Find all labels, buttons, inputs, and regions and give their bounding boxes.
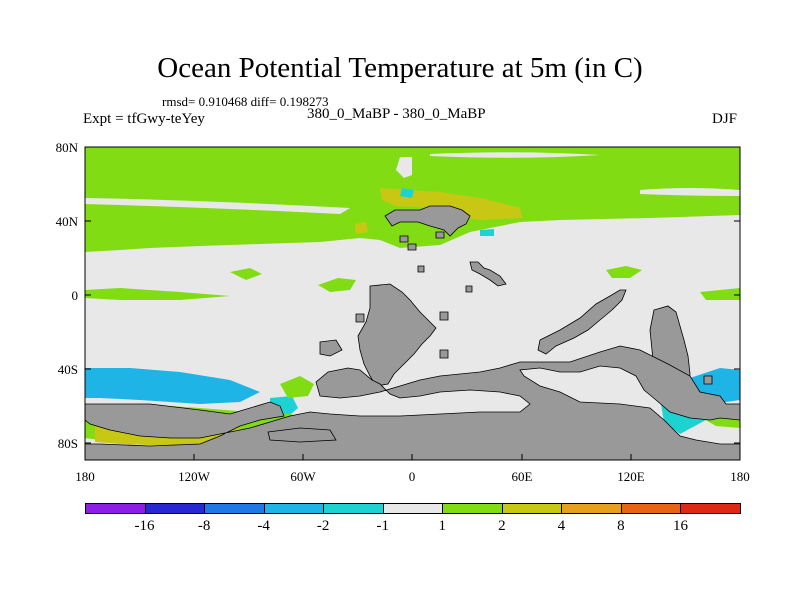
land-masses bbox=[85, 205, 740, 460]
green-patch-tropic-5 bbox=[230, 268, 262, 280]
green-region-south-2 bbox=[280, 376, 314, 398]
land-antarctica bbox=[85, 345, 740, 460]
colorbar-swatch bbox=[620, 503, 682, 514]
colorbar-label: 8 bbox=[617, 518, 625, 534]
cyan-patch-north-1 bbox=[400, 188, 414, 198]
colorbar-label: -16 bbox=[134, 518, 155, 534]
colorbar-label: -1 bbox=[376, 518, 389, 534]
land-south-america bbox=[357, 283, 437, 387]
colorbar-swatch bbox=[323, 503, 384, 514]
land-eurasia-north bbox=[384, 205, 471, 237]
land-island-6 bbox=[355, 313, 365, 323]
land-antarctic-peninsula bbox=[267, 427, 337, 443]
colorbar-swatch bbox=[442, 503, 503, 514]
y-tick-label: 40N bbox=[55, 214, 78, 229]
light-streak-2 bbox=[85, 198, 350, 214]
experiment-label: Expt = tfGwy-teYey bbox=[83, 111, 205, 127]
land-island-8 bbox=[439, 349, 449, 359]
y-tick-label: 40S bbox=[57, 362, 78, 377]
land-islands-east bbox=[703, 375, 713, 385]
light-streak-1 bbox=[430, 152, 600, 158]
colorbar-label: 1 bbox=[438, 518, 447, 534]
x-ticks bbox=[84, 454, 741, 460]
y-ticks bbox=[85, 146, 740, 444]
land-central-1 bbox=[319, 339, 343, 357]
land-southeast-asia bbox=[537, 289, 627, 355]
stats-label: rmsd= 0.910468 diff= 0.198273 bbox=[162, 94, 329, 109]
colorbar-swatch bbox=[85, 503, 146, 514]
colorbar-swatch bbox=[263, 503, 325, 514]
colorbar-label: -2 bbox=[316, 518, 330, 534]
x-tick-label: 60W bbox=[290, 469, 316, 484]
x-tick-label: 60E bbox=[511, 469, 533, 484]
season-label: DJF bbox=[712, 111, 738, 127]
light-streak-4 bbox=[640, 188, 740, 196]
colorbar-swatch bbox=[501, 503, 563, 514]
colorbar-label: 4 bbox=[557, 518, 566, 534]
colorbar-swatch bbox=[144, 503, 206, 514]
y-tick-label: 80S bbox=[57, 436, 78, 451]
light-streak-3 bbox=[396, 157, 412, 178]
green-patch-tropic-2 bbox=[318, 278, 356, 292]
x-tick-label: 180 bbox=[75, 469, 95, 484]
y-tick-label: 0 bbox=[71, 288, 79, 303]
land-island-1 bbox=[399, 235, 409, 243]
yellow-region-north-2 bbox=[355, 222, 368, 234]
colorbar-label: -8 bbox=[197, 518, 211, 534]
map-field bbox=[85, 147, 740, 460]
land-asia-strip bbox=[469, 261, 507, 287]
colorbar-swatch bbox=[680, 503, 741, 514]
land-island-2 bbox=[407, 243, 417, 251]
cyan-patch-north-2 bbox=[480, 229, 494, 236]
cyan-region-south bbox=[85, 368, 260, 404]
runs-label: 380_0_MaBP - 380_0_MaBP bbox=[307, 106, 486, 122]
y-tick-label: 80N bbox=[55, 140, 78, 155]
x-tick-label: 0 bbox=[408, 469, 416, 484]
land-island-4 bbox=[417, 265, 425, 273]
land-island-7 bbox=[439, 311, 449, 321]
colorbar-label: 2 bbox=[498, 518, 506, 534]
colorbar-swatch bbox=[561, 503, 622, 514]
colorbar-swatch bbox=[382, 503, 444, 514]
land-island-3 bbox=[435, 231, 445, 239]
green-patch-tropic-3 bbox=[606, 266, 642, 278]
colorbar-label: 16 bbox=[672, 518, 688, 534]
colorbar-label: -4 bbox=[257, 518, 270, 534]
x-tick-label: 120E bbox=[617, 469, 645, 484]
plot-title: Ocean Potential Temperature at 5m (in C) bbox=[157, 52, 643, 84]
x-tick-label: 120W bbox=[178, 469, 210, 484]
green-patch-tropic-1 bbox=[85, 288, 230, 300]
colorbar-swatch bbox=[204, 503, 265, 514]
land-island-5 bbox=[465, 285, 473, 293]
green-patch-tropic-4 bbox=[700, 288, 740, 300]
x-tick-label: 180 bbox=[730, 469, 750, 484]
yellow-region-north-1 bbox=[380, 188, 522, 220]
